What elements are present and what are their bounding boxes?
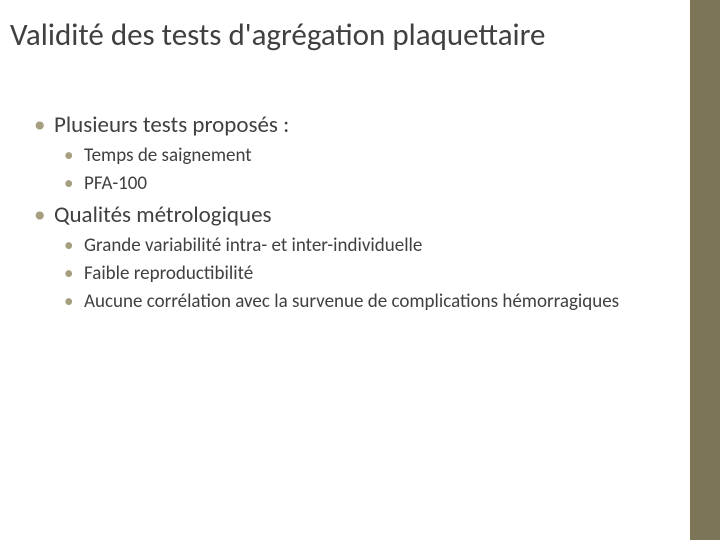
slide: Validité des tests d'agrégation plaquett… [0,0,720,540]
slide-content: Plusieurs tests proposés : Temps de saig… [30,110,670,316]
group-heading: Qualités métrologiques [54,201,272,229]
slide-title: Validité des tests d'agrégation plaquett… [10,18,545,54]
list-item: PFA-100 [54,171,670,197]
list-item: Grande variabilité intra- et inter-indiv… [54,233,670,259]
bullet-group: Qualités métrologiques Grande variabilit… [30,200,670,314]
group-heading: Plusieurs tests proposés : [54,111,289,139]
list-item: Temps de saignement [54,143,670,169]
side-stripe [690,0,720,540]
list-item: Aucune corrélation avec la survenue de c… [54,289,670,315]
bullet-group: Plusieurs tests proposés : Temps de saig… [30,110,670,196]
list-item: Faible reproductibilité [54,261,670,287]
